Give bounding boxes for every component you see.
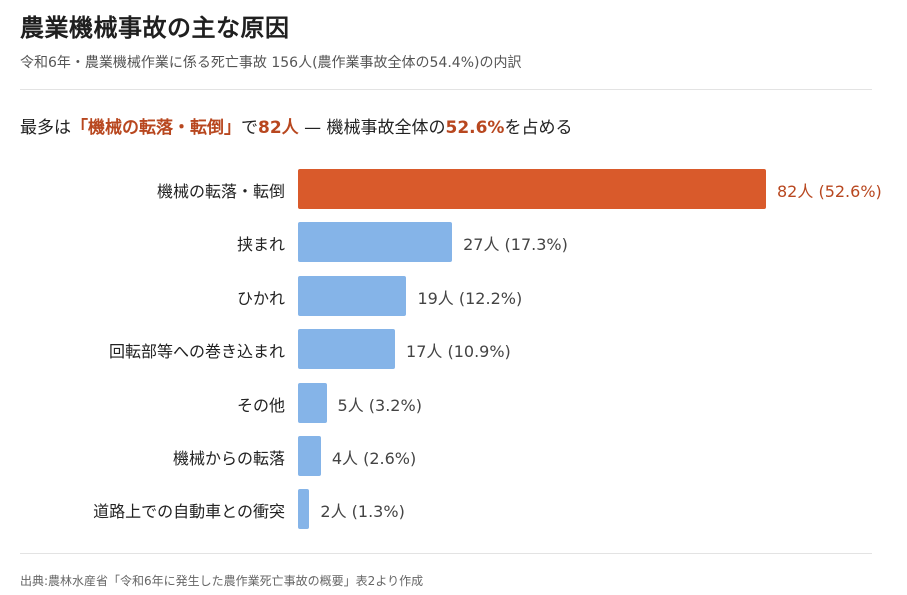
- category-label: 回転部等への巻き込まれ: [108, 342, 285, 362]
- value-label: 82人 (52.6%): [777, 182, 882, 201]
- category-label: その他: [236, 395, 285, 415]
- headline-dash: — 機械事故全体の: [298, 118, 446, 138]
- value-label: 17人 (10.9%): [406, 342, 511, 362]
- headline-highlight-pct: 52.6%: [445, 118, 505, 138]
- value-label: 5人 (3.2%): [337, 395, 422, 415]
- value-label: 2人 (1.3%): [320, 502, 405, 522]
- bar: [298, 489, 310, 530]
- value-label: 19人 (12.2%): [417, 288, 523, 308]
- headline: 最多は「機械の転落・転倒」で82人 — 機械事故全体の52.6%を占める: [20, 113, 572, 138]
- headline-mid: で: [241, 118, 258, 138]
- category-label: 挟まれ: [236, 235, 285, 255]
- bar: [298, 436, 321, 476]
- value-label: 4人 (2.6%): [331, 449, 417, 468]
- bar: [298, 275, 407, 316]
- value-label: 27人 (17.3%): [463, 235, 568, 255]
- source-note: 出典:農林水産省「令和6年に発生した農作業死亡事故の概要」表2より作成: [20, 574, 424, 588]
- headline-highlight-count: 82人: [258, 118, 299, 138]
- top-divider: [20, 89, 872, 90]
- bar: [298, 329, 396, 370]
- category-label: 道路上での自動車との衝突: [93, 502, 285, 522]
- bottom-divider: [20, 553, 872, 554]
- category-label: 機械の転落・転倒: [156, 182, 285, 201]
- bar: [298, 382, 327, 423]
- bar: [298, 222, 453, 263]
- category-label: ひかれ: [236, 288, 285, 308]
- chart-title: 農業機械事故の主な原因: [20, 14, 290, 42]
- headline-suffix: を占める: [504, 118, 573, 138]
- chart-subtitle: 令和6年・農業機械作業に係る死亡事故 156人(農作業事故全体の54.4%)の内…: [20, 55, 522, 71]
- headline-prefix: 最多は: [20, 118, 71, 138]
- category-label: 機械からの転落: [172, 449, 285, 468]
- headline-highlight-cause: 「機械の転落・転倒」: [71, 118, 241, 138]
- bar-highlight: [298, 169, 766, 209]
